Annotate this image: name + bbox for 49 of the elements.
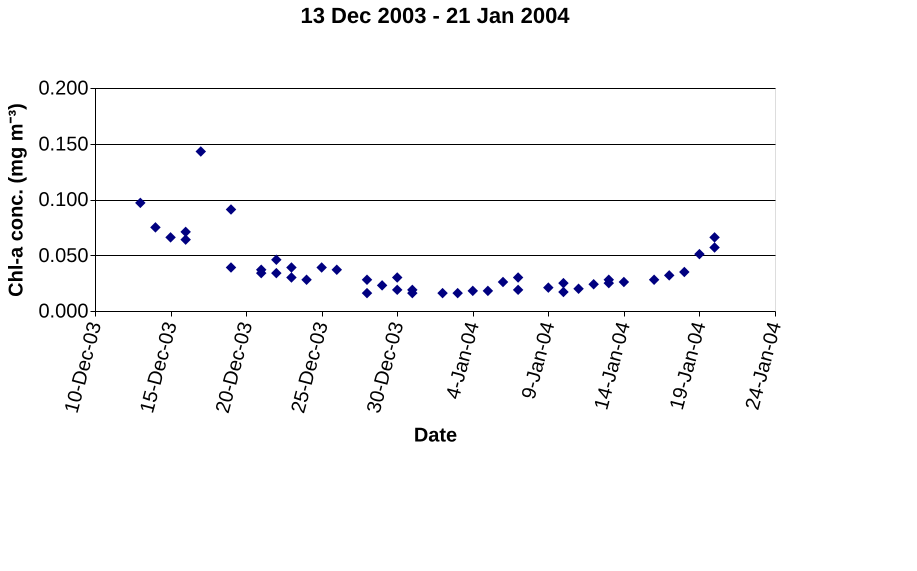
point [376, 280, 388, 291]
point [558, 278, 569, 288]
point [588, 278, 599, 290]
point [180, 226, 191, 238]
x-tick-label: 4-Jan-04 [442, 320, 484, 402]
point [271, 268, 282, 278]
y-tick-label: 0.200 [38, 78, 88, 100]
point [392, 284, 402, 296]
point [498, 276, 508, 288]
point [286, 272, 297, 283]
point [332, 264, 342, 275]
point [694, 248, 705, 260]
point [573, 283, 584, 294]
y-tick-label: 0.100 [38, 189, 88, 211]
point [362, 288, 372, 298]
point [226, 204, 236, 215]
point [135, 198, 146, 208]
point [316, 262, 327, 273]
point [512, 284, 524, 296]
point [301, 274, 312, 286]
point [664, 270, 674, 281]
point [618, 276, 630, 288]
point [709, 232, 720, 243]
point [286, 262, 297, 273]
x-tick-label: 9-Jan-04 [518, 320, 560, 402]
point [180, 234, 191, 245]
y-tick-label: 0.050 [38, 244, 88, 267]
point [437, 288, 448, 298]
point [482, 286, 494, 296]
point [226, 262, 236, 273]
point [362, 274, 372, 286]
point [150, 222, 161, 233]
x-axis-title: Date [414, 424, 458, 446]
point [709, 242, 720, 253]
point [512, 272, 524, 283]
y-tick-label: 0.000 [38, 300, 88, 322]
point [452, 288, 463, 298]
point [468, 286, 478, 296]
point [392, 272, 402, 283]
point [558, 286, 569, 298]
point [648, 274, 660, 286]
point [196, 146, 206, 157]
point [679, 266, 690, 278]
chart-title: 13 Dec 2003 - 21 Jan 2004 [300, 3, 570, 28]
point [271, 254, 282, 265]
point [165, 232, 176, 243]
point [543, 282, 554, 293]
y-axis-title: Chl-a conc. (mg m⁻³) [5, 103, 28, 297]
y-tick-label: 0.150 [38, 133, 88, 156]
